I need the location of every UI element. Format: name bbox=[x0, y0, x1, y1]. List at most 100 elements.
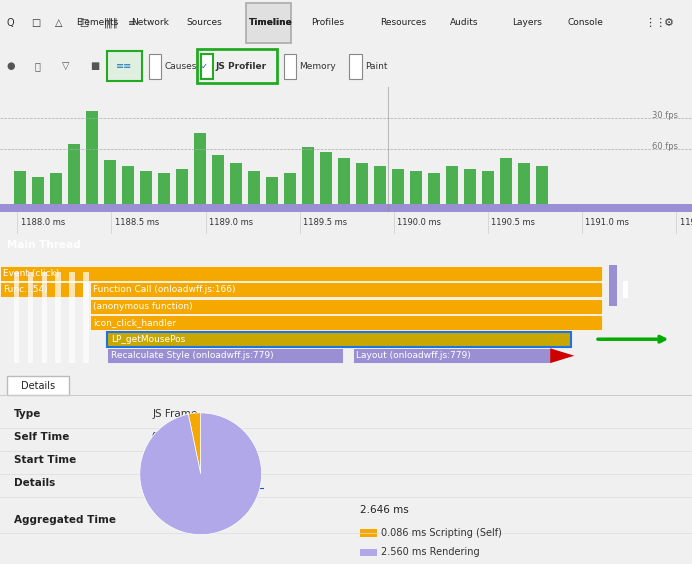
Bar bbox=[55, 272, 61, 363]
FancyBboxPatch shape bbox=[349, 54, 362, 79]
Bar bbox=[90, 315, 602, 330]
Text: Resources: Resources bbox=[381, 18, 427, 27]
Bar bbox=[500, 158, 512, 204]
Text: 1.19 s: 1.19 s bbox=[152, 456, 184, 465]
Text: JS Profiler: JS Profiler bbox=[216, 62, 267, 70]
Bar bbox=[90, 282, 602, 297]
Text: ‖‖‖: ‖‖‖ bbox=[104, 17, 118, 28]
Text: 1191.5 ms: 1191.5 ms bbox=[680, 218, 692, 227]
Text: ≡≡: ≡≡ bbox=[116, 61, 133, 71]
Text: 1188.0 ms: 1188.0 ms bbox=[21, 218, 65, 227]
Text: 1191.0 ms: 1191.0 ms bbox=[585, 218, 630, 227]
Text: icon_click_handler: icon_click_handler bbox=[93, 318, 176, 327]
Text: Timeline: Timeline bbox=[249, 18, 293, 27]
Text: JS Frame: JS Frame bbox=[152, 409, 197, 420]
Text: Main Thread: Main Thread bbox=[7, 240, 80, 250]
Bar bbox=[536, 166, 548, 204]
Text: ⋮⋮: ⋮⋮ bbox=[644, 17, 666, 28]
Bar bbox=[302, 147, 314, 204]
Bar bbox=[0, 282, 83, 297]
Text: Memory: Memory bbox=[299, 62, 336, 70]
Bar bbox=[428, 174, 440, 204]
Bar bbox=[338, 158, 350, 204]
Bar bbox=[360, 549, 377, 556]
Bar bbox=[374, 166, 386, 204]
Bar bbox=[68, 144, 80, 204]
Bar bbox=[609, 265, 617, 306]
Wedge shape bbox=[140, 413, 262, 535]
Bar bbox=[284, 174, 296, 204]
Text: □: □ bbox=[80, 17, 89, 28]
Bar bbox=[158, 174, 170, 204]
Bar bbox=[140, 171, 152, 204]
Bar bbox=[90, 299, 602, 314]
Text: 2.560 ms Rendering: 2.560 ms Rendering bbox=[381, 548, 480, 557]
Text: Q: Q bbox=[7, 17, 15, 28]
FancyBboxPatch shape bbox=[107, 51, 142, 81]
FancyBboxPatch shape bbox=[246, 3, 291, 43]
Text: Elements: Elements bbox=[76, 18, 118, 27]
Text: 60 fps: 60 fps bbox=[652, 143, 678, 152]
Bar bbox=[194, 133, 206, 204]
Text: △: △ bbox=[55, 17, 63, 28]
Text: Function Call (onloadwff.js:166): Function Call (onloadwff.js:166) bbox=[93, 285, 236, 294]
Text: Network: Network bbox=[131, 18, 170, 27]
Text: 1190.0 ms: 1190.0 ms bbox=[397, 218, 441, 227]
Bar bbox=[360, 530, 377, 537]
Text: 2.646 ms: 2.646 ms bbox=[360, 505, 408, 515]
Text: (anonymous function): (anonymous function) bbox=[93, 302, 193, 311]
Text: 30 fps: 30 fps bbox=[652, 112, 678, 121]
Text: Details: Details bbox=[14, 478, 55, 488]
Bar bbox=[356, 162, 368, 204]
Bar bbox=[107, 332, 571, 347]
FancyBboxPatch shape bbox=[149, 54, 161, 79]
Text: Causes: Causes bbox=[164, 62, 197, 70]
Bar bbox=[107, 332, 571, 347]
Bar bbox=[248, 171, 260, 204]
Bar bbox=[42, 272, 47, 363]
Text: 1188.5 ms: 1188.5 ms bbox=[115, 218, 159, 227]
Text: Aggregated Time: Aggregated Time bbox=[14, 515, 116, 525]
Bar bbox=[50, 174, 62, 204]
Bar bbox=[107, 349, 343, 363]
Bar bbox=[83, 272, 89, 363]
Text: Self Time: Self Time bbox=[14, 433, 69, 442]
Text: ≡: ≡ bbox=[128, 17, 136, 28]
Text: Timeline: Timeline bbox=[249, 18, 293, 27]
Text: Layout (onloadwff.js:779): Layout (onloadwff.js:779) bbox=[356, 351, 471, 360]
Text: LP_getMousePos: LP_getMousePos bbox=[152, 478, 238, 489]
Text: Paint: Paint bbox=[365, 62, 388, 70]
Text: Event (click): Event (click) bbox=[3, 268, 60, 277]
Text: LP_getMousePos: LP_getMousePos bbox=[111, 334, 185, 343]
Bar bbox=[86, 111, 98, 204]
Wedge shape bbox=[188, 413, 201, 474]
Text: 0.086 ms Scripting (Self): 0.086 ms Scripting (Self) bbox=[381, 528, 502, 538]
Text: Recalculate Style (onloadwff.js:779): Recalculate Style (onloadwff.js:779) bbox=[111, 351, 273, 360]
Text: Console: Console bbox=[567, 18, 603, 27]
FancyBboxPatch shape bbox=[284, 54, 296, 79]
Bar bbox=[32, 177, 44, 204]
Bar bbox=[353, 349, 550, 363]
Bar bbox=[28, 272, 33, 363]
Text: 0.086 ms: 0.086 ms bbox=[152, 433, 201, 442]
Bar bbox=[104, 160, 116, 204]
Bar bbox=[320, 152, 332, 204]
Text: ⃠: ⃠ bbox=[35, 61, 40, 71]
Text: Sources: Sources bbox=[187, 18, 223, 27]
Bar bbox=[482, 171, 494, 204]
Text: 1190.5 ms: 1190.5 ms bbox=[491, 218, 536, 227]
Text: Start Time: Start Time bbox=[14, 456, 76, 465]
Bar bbox=[230, 162, 242, 204]
FancyBboxPatch shape bbox=[7, 376, 69, 395]
Bar bbox=[0, 204, 692, 212]
Text: Type: Type bbox=[14, 409, 42, 420]
Bar bbox=[266, 177, 278, 204]
Text: Layers: Layers bbox=[512, 18, 542, 27]
Bar bbox=[623, 281, 628, 298]
FancyBboxPatch shape bbox=[201, 54, 213, 79]
Text: Audits: Audits bbox=[450, 18, 478, 27]
Bar bbox=[14, 272, 19, 363]
Text: ▽: ▽ bbox=[62, 61, 70, 71]
Polygon shape bbox=[550, 349, 574, 363]
Bar bbox=[14, 171, 26, 204]
